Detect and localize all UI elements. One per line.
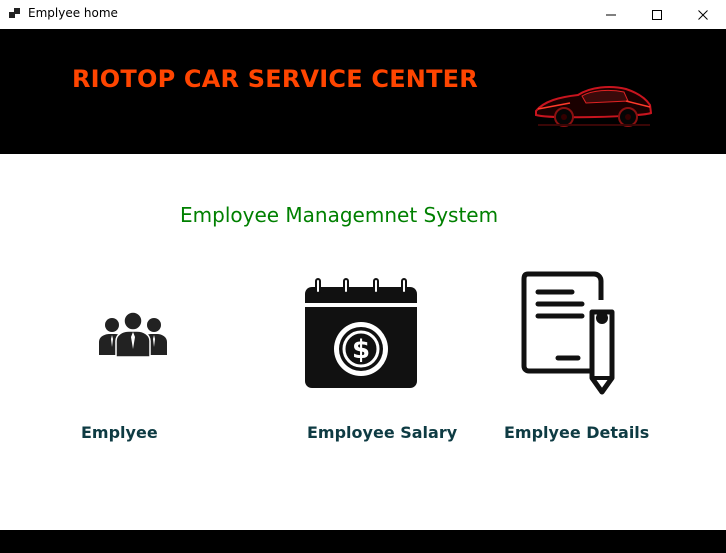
red-car-icon <box>535 86 653 127</box>
document-pen-icon[interactable] <box>520 270 616 396</box>
footer-bar <box>0 530 726 553</box>
brand-title: RIOTOP CAR SERVICE CENTER <box>72 65 478 93</box>
system-title: Employee Managemnet System <box>180 203 499 227</box>
close-icon <box>698 9 708 20</box>
employee-label[interactable]: Emplyee <box>81 423 158 442</box>
employee-details-label[interactable]: Emplyee Details <box>504 423 650 442</box>
people-group-icon[interactable] <box>98 311 168 357</box>
minimize-button[interactable] <box>588 0 634 29</box>
maximize-button[interactable] <box>634 0 680 29</box>
header-banner: RIOTOP CAR SERVICE CENTER <box>0 29 726 154</box>
svg-text:$: $ <box>352 335 370 365</box>
window-title: Emplyee home <box>28 6 118 20</box>
salary-calendar-icon[interactable]: $ <box>304 277 418 389</box>
title-bar: Emplyee home <box>0 0 726 29</box>
close-button[interactable] <box>680 0 726 29</box>
minimize-icon <box>606 14 616 15</box>
maximize-icon <box>652 9 662 20</box>
employee-salary-label[interactable]: Employee Salary <box>307 423 458 442</box>
app-icon <box>9 8 21 20</box>
